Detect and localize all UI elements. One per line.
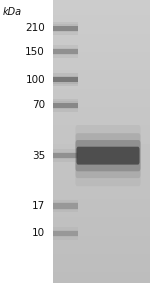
FancyBboxPatch shape bbox=[75, 140, 141, 171]
Bar bbox=[53, 77, 78, 82]
Bar bbox=[53, 49, 78, 54]
Text: 210: 210 bbox=[25, 23, 45, 33]
Bar bbox=[53, 101, 78, 109]
Bar bbox=[53, 152, 78, 160]
Bar bbox=[53, 24, 78, 32]
Bar bbox=[53, 153, 78, 158]
FancyBboxPatch shape bbox=[75, 133, 141, 178]
Bar bbox=[53, 202, 78, 210]
Bar bbox=[53, 103, 78, 108]
Bar bbox=[53, 48, 78, 55]
Text: 70: 70 bbox=[32, 100, 45, 110]
Bar bbox=[53, 26, 78, 31]
Bar bbox=[53, 231, 78, 236]
Bar bbox=[53, 22, 78, 35]
Text: 17: 17 bbox=[32, 201, 45, 211]
Bar bbox=[53, 76, 78, 84]
Bar bbox=[53, 45, 78, 58]
Bar bbox=[53, 227, 78, 240]
Text: 35: 35 bbox=[32, 151, 45, 161]
Bar bbox=[53, 200, 78, 212]
FancyBboxPatch shape bbox=[76, 147, 140, 165]
Text: 100: 100 bbox=[25, 75, 45, 85]
Text: 10: 10 bbox=[32, 228, 45, 239]
Text: 150: 150 bbox=[25, 46, 45, 57]
Bar bbox=[53, 73, 78, 86]
Bar bbox=[53, 149, 78, 162]
Text: kDa: kDa bbox=[3, 7, 22, 17]
FancyBboxPatch shape bbox=[75, 125, 141, 186]
Bar bbox=[53, 203, 78, 209]
Bar bbox=[53, 230, 78, 237]
Bar bbox=[53, 99, 78, 112]
